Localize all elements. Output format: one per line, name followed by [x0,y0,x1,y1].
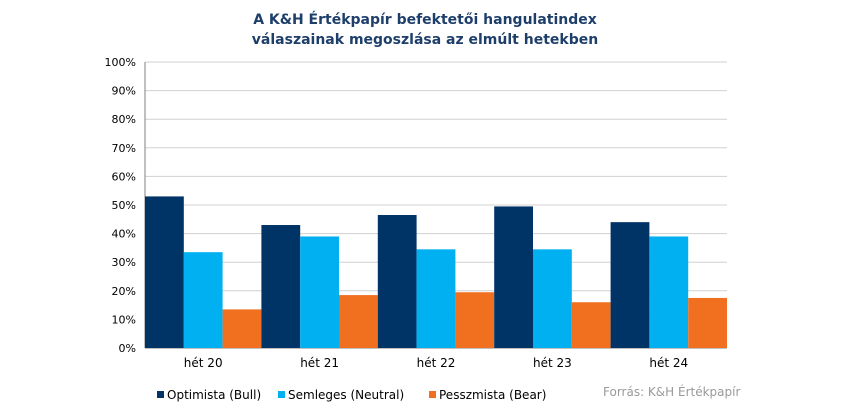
bar [649,236,689,348]
bar [571,302,611,348]
bar [183,252,223,348]
bar [339,295,378,348]
bar [455,292,495,348]
x-tick-label: hét 23 [533,356,572,370]
chart-title: A K&H Értékpapír befektetői hangulatinde… [0,10,850,50]
x-tick-label: hét 22 [417,356,456,370]
bar [145,196,184,348]
legend-label: Pesszmista (Bear) [439,388,546,402]
bar [416,249,456,348]
legend-swatch [157,391,164,398]
y-tick-label: 80% [112,113,136,126]
y-tick-label: 100% [105,56,136,69]
chart-title-line2: válaszainak megoszlása az elmúlt hetekbe… [251,32,599,48]
legend-swatch [278,391,285,398]
x-tick-label: hét 21 [300,356,339,370]
y-tick-label: 90% [112,85,136,98]
bar [610,222,650,348]
bar [300,236,339,348]
x-tick-label: hét 20 [184,356,223,370]
bar [222,309,262,348]
y-tick-label: 70% [112,142,136,155]
legend-label: Optimista (Bull) [167,388,261,402]
y-tick-label: 0% [119,342,136,355]
y-tick-label: 30% [112,256,136,269]
bar [377,215,417,348]
bar [494,206,533,348]
y-tick-label: 50% [112,199,136,212]
legend-label: Semleges (Neutral) [288,388,404,402]
y-tick-label: 60% [112,170,136,183]
bar [533,249,572,348]
source-note: Forrás: K&H Értékpapír [603,385,741,399]
legend-swatch [429,391,436,398]
bar [688,297,727,348]
y-tick-label: 10% [112,313,136,326]
y-tick-label: 40% [112,228,136,241]
bar [261,225,301,348]
chart-title-line1: A K&H Értékpapír befektetői hangulatinde… [253,12,597,28]
y-tick-label: 20% [112,285,136,298]
x-tick-label: hét 24 [649,356,688,370]
